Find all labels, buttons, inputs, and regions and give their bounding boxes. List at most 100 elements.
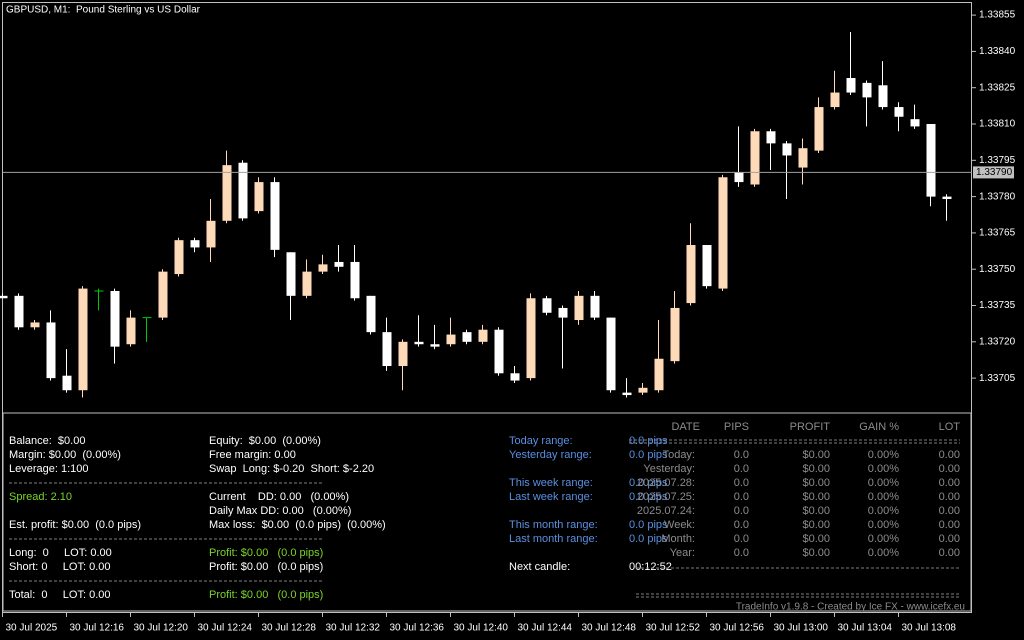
stats-cell: Yesterday: [643, 463, 695, 475]
x-tick-label: 30 Jul 12:52 [646, 623, 701, 634]
total-positions: Total: 0 LOT: 0.00 [9, 589, 111, 601]
stats-cell: 0.0 [734, 533, 749, 545]
range-label: This week range: [509, 477, 593, 489]
x-tick-label: 30 Jul 12:28 [262, 623, 317, 634]
range-value: 0.0 pips [629, 491, 668, 503]
stats-cell: 0.00% [868, 519, 899, 531]
x-tick-label: 30 Jul 12:56 [710, 623, 765, 634]
candle-body [334, 261, 344, 267]
stats-header: PROFIT [790, 421, 831, 433]
stats-cell: 0.00% [868, 491, 899, 503]
stats-cell: 0.00 [939, 491, 960, 503]
candle-body [174, 240, 184, 275]
candle-body [878, 85, 888, 108]
candle-body [46, 322, 56, 379]
stats-cell: 0.00% [868, 533, 899, 545]
stats-cell: 0.00% [868, 449, 899, 461]
stats-cell: 0.00 [939, 477, 960, 489]
y-tick-label: 1.33810 [979, 119, 1016, 130]
candle-body [510, 373, 520, 381]
stats-cell: Today: [663, 449, 695, 461]
x-tick-label: 30 Jul 12:44 [518, 623, 573, 634]
stats-cell: 0.00 [939, 505, 960, 517]
candle-body [526, 298, 536, 379]
stats-cell: 2025.07.28: [637, 477, 695, 489]
bid-label-box [973, 166, 1014, 179]
x-tick-label: 30 Jul 12:32 [326, 623, 381, 634]
candle-body [206, 220, 216, 248]
x-tick-label: 30 Jul 12:36 [390, 623, 445, 634]
candle-body [606, 317, 616, 391]
x-tick-label: 30 Jul 13:00 [774, 623, 829, 634]
candle-body [302, 271, 312, 296]
chart-title: GBPUSD, M1: Pound Sterling vs US Dollar [6, 5, 201, 16]
equity: Equity: $0.00 (0.00%) [209, 435, 321, 447]
bid-label: 1.33790 [976, 167, 1013, 178]
candle-body [462, 332, 472, 342]
candle-body [398, 341, 408, 367]
short-profit: Profit: $0.00 (0.0 pips) [209, 561, 323, 573]
current-dd: Current DD: 0.00 (0.00%) [209, 491, 349, 503]
candle-body [478, 329, 488, 342]
candle-body [30, 322, 40, 328]
candle-body [894, 107, 904, 117]
candle-body [542, 298, 552, 313]
candle-body [0, 295, 8, 299]
y-tick-label: 1.33855 [979, 10, 1016, 21]
stats-header: GAIN % [859, 421, 899, 433]
y-tick-label: 1.33840 [979, 46, 1016, 57]
footer: TradeInfo v1.9.8 - Created by Ice FX - w… [736, 602, 965, 613]
candle-body [782, 143, 792, 156]
x-tick-label: 30 Jul 12:16 [70, 623, 125, 634]
next-candle-label: Next candle: [509, 561, 570, 573]
candle-body [382, 332, 392, 367]
candle-body [862, 82, 872, 98]
x-tick-label: 30 Jul 2025 [6, 623, 58, 634]
candle-body [750, 131, 760, 185]
candle-body [158, 271, 168, 318]
range-value: 0.0 pips [629, 477, 668, 489]
stats-cell: 0.00% [868, 547, 899, 559]
stats-cell: $0.00 [802, 533, 830, 545]
candle-body [942, 196, 952, 200]
stats-cell: 0.00% [868, 463, 899, 475]
y-tick-label: 1.33735 [979, 300, 1016, 311]
candle-body [14, 295, 24, 328]
stats-cell: 2025.07.24: [637, 505, 695, 517]
candle-body [814, 107, 824, 151]
range-label: Last week range: [509, 491, 593, 503]
est-profit: Est. profit: $0.00 (0.0 pips) [9, 519, 141, 531]
range-value: 0.0 pips [629, 533, 668, 545]
free-margin: Free margin: 0.00 [209, 449, 296, 461]
range-label: Today range: [509, 435, 573, 447]
y-tick-label: 1.33705 [979, 373, 1016, 384]
stats-cell: $0.00 [802, 463, 830, 475]
candle-body [62, 375, 72, 391]
x-tick-label: 30 Jul 13:08 [902, 623, 957, 634]
candle-body [926, 124, 936, 197]
candle-body [238, 162, 248, 219]
stats-cell: 0.0 [734, 547, 749, 559]
candle-body [126, 317, 136, 345]
long-positions: Long: 0 LOT: 0.00 [9, 547, 112, 559]
candle-body [910, 119, 920, 127]
candle-body [286, 252, 296, 296]
long-profit: Profit: $0.00 (0.0 pips) [209, 547, 323, 559]
stats-cell: 2025.07.25: [637, 491, 695, 503]
stats-cell: 0.00% [868, 477, 899, 489]
candle-body [766, 131, 776, 144]
range-label: Yesterday range: [509, 449, 592, 461]
candle-body [686, 245, 696, 304]
stats-cell: $0.00 [802, 449, 830, 461]
y-tick-label: 1.33750 [979, 264, 1016, 275]
next-candle-value: 00:12:52 [629, 561, 672, 573]
candle-body [638, 387, 648, 393]
margin: Margin: $0.00 (0.00%) [9, 449, 121, 461]
stats-cell: 0.00 [939, 449, 960, 461]
x-tick-label: 30 Jul 12:48 [582, 623, 637, 634]
y-tick-label: 1.33765 [979, 228, 1016, 239]
x-tick-label: 30 Jul 12:40 [454, 623, 509, 634]
candle-body [622, 392, 632, 396]
stats-header: DATE [671, 421, 700, 433]
candle-body [590, 295, 600, 318]
